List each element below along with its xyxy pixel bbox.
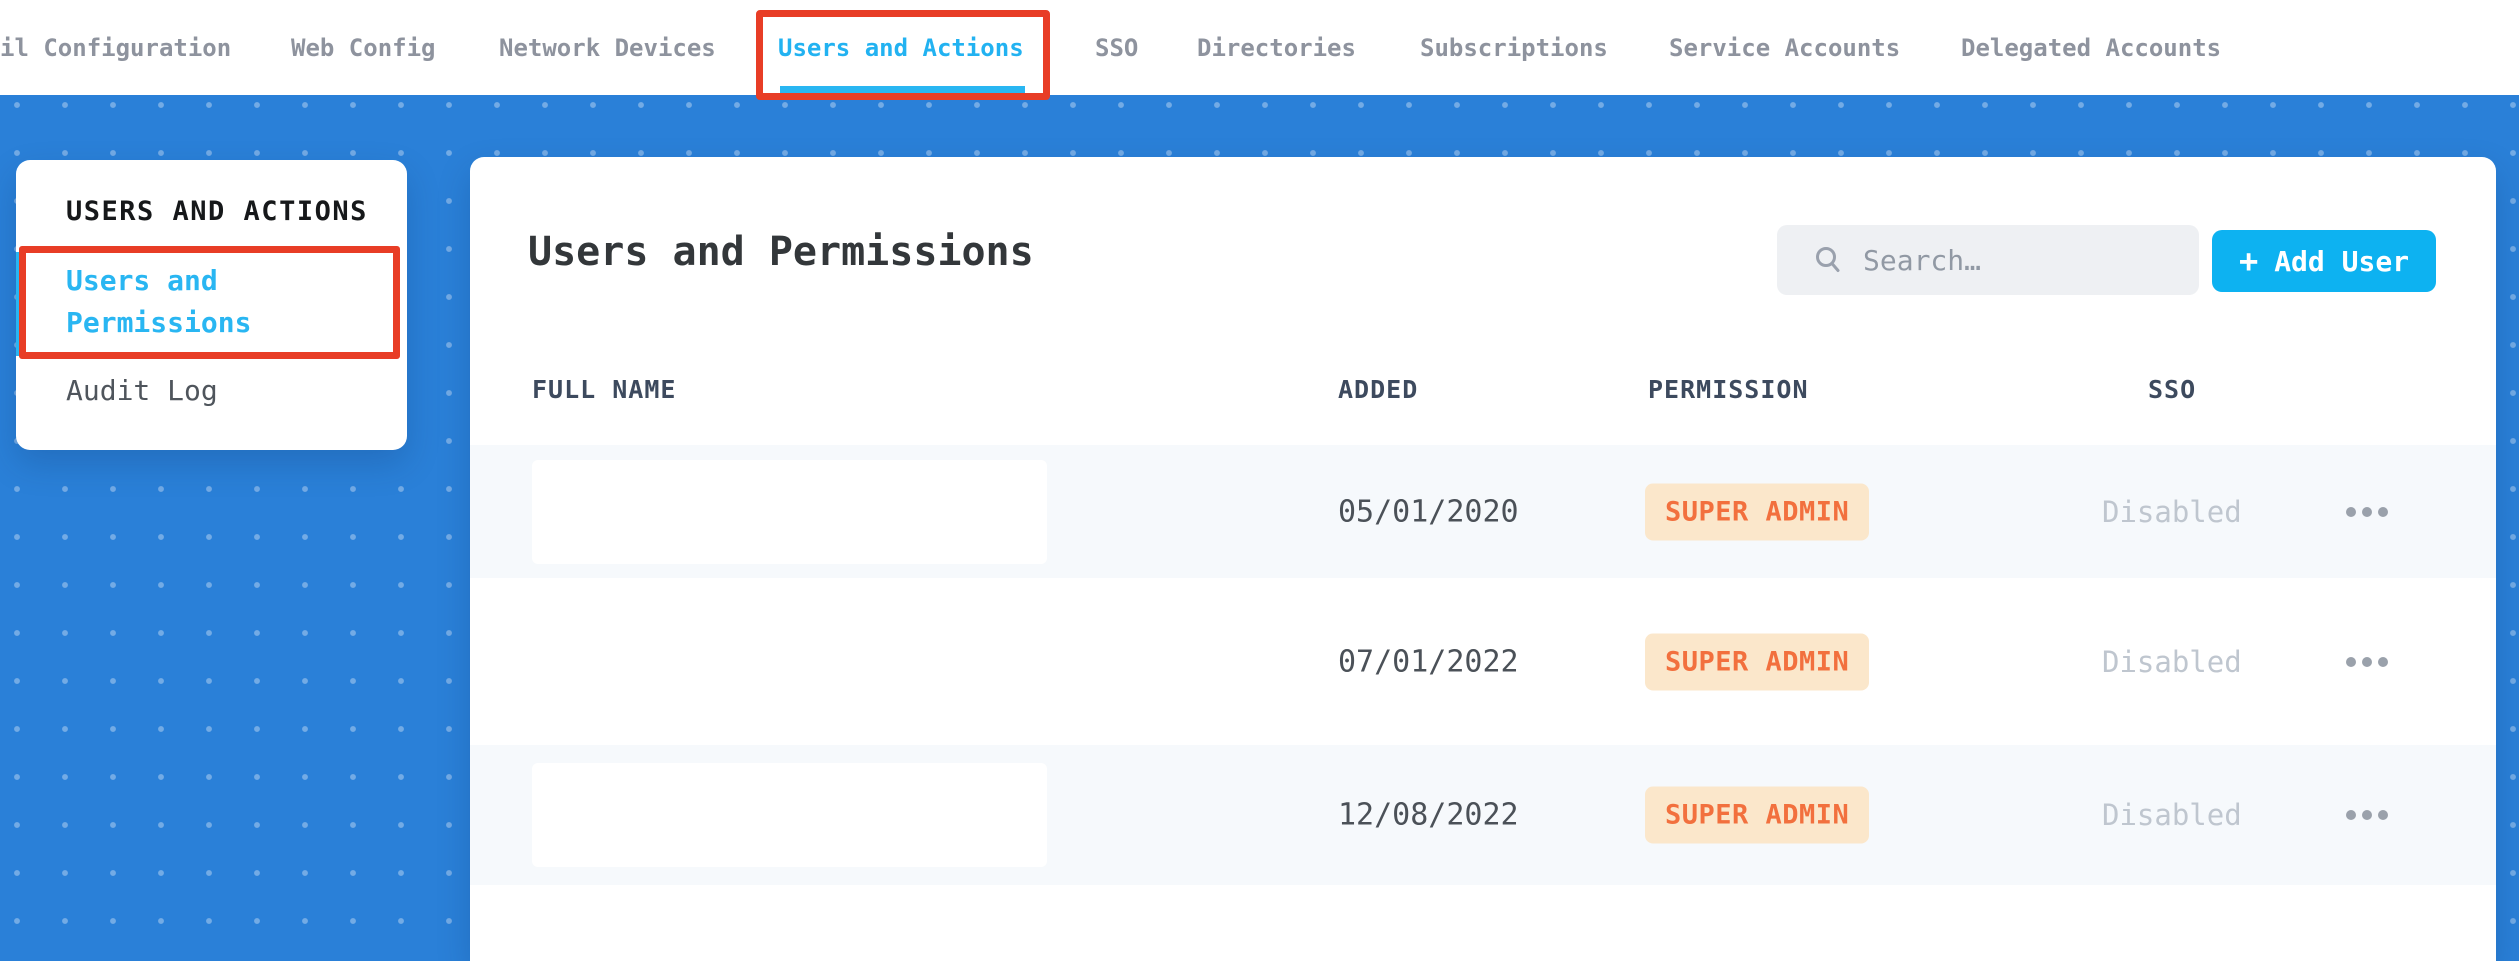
- active-tab-underline: [780, 86, 1025, 95]
- tab-users-and-actions[interactable]: Users and Actions: [778, 0, 1024, 95]
- added-cell: 05/01/2020: [1338, 494, 1519, 529]
- column-header-added: ADDED: [1338, 375, 1419, 404]
- tab-label: Subscriptions: [1420, 33, 1608, 62]
- tab-sso[interactable]: SSO: [1095, 0, 1138, 95]
- active-item-indicator: [16, 252, 23, 356]
- column-header-sso: SSO: [2148, 375, 2197, 404]
- plus-icon: +: [2238, 242, 2259, 280]
- column-header-full-name: FULL NAME: [532, 375, 677, 404]
- sidebar-item-users-and-permissions[interactable]: Users and Permissions: [66, 260, 296, 344]
- table-row: 12/08/2022 SUPER ADMIN Disabled: [470, 745, 2496, 885]
- tab-label: Web Config: [291, 33, 436, 62]
- tab-label: Directories: [1197, 33, 1356, 62]
- sso-status: Disabled: [2102, 798, 2242, 832]
- row-actions-ellipsis-icon[interactable]: [2346, 656, 2388, 667]
- tab-label: Delegated Accounts: [1961, 33, 2222, 62]
- add-user-button[interactable]: + Add User: [2212, 230, 2436, 292]
- page-title: Users and Permissions: [528, 229, 1034, 275]
- tab-delegated-accounts[interactable]: Delegated Accounts: [1961, 0, 2221, 95]
- row-actions-ellipsis-icon[interactable]: [2346, 810, 2388, 820]
- tab-label: Network Devices: [499, 33, 716, 62]
- sidebar-card: USERS AND ACTIONS Users and Permissions …: [16, 160, 407, 450]
- tab-label: Users and Actions: [778, 33, 1024, 62]
- sidebar-item-label: Users and Permissions: [66, 264, 252, 339]
- tab-web-config[interactable]: Web Config: [291, 0, 436, 95]
- search-box[interactable]: [1777, 225, 2199, 295]
- full-name-cell: [532, 459, 1047, 564]
- top-nav: il Configuration Web Config Network Devi…: [0, 0, 2519, 100]
- added-cell: 07/01/2022: [1338, 644, 1519, 679]
- search-input[interactable]: [1863, 243, 2175, 277]
- add-user-label: Add User: [2274, 244, 2410, 278]
- permission-badge: SUPER ADMIN: [1645, 483, 1870, 540]
- tab-label: il Configuration: [0, 33, 232, 62]
- sso-status: Disabled: [2102, 644, 2242, 679]
- tab-label: Service Accounts: [1669, 33, 1901, 62]
- full-name-cell: [532, 763, 1047, 867]
- search-icon: [1816, 247, 1840, 272]
- page-background: USERS AND ACTIONS Users and Permissions …: [0, 95, 2519, 961]
- permission-badge: SUPER ADMIN: [1645, 786, 1870, 844]
- sidebar-item-audit-log[interactable]: Audit Log: [66, 374, 218, 407]
- tab-directories[interactable]: Directories: [1197, 0, 1356, 95]
- tab-network-devices[interactable]: Network Devices: [499, 0, 716, 95]
- tab-label: SSO: [1095, 33, 1139, 62]
- sidebar-heading: USERS AND ACTIONS: [66, 196, 368, 227]
- tab-service-accounts[interactable]: Service Accounts: [1669, 0, 1900, 95]
- added-cell: 12/08/2022: [1338, 797, 1519, 833]
- full-name-cell: [532, 609, 1047, 714]
- tab-configuration[interactable]: il Configuration: [0, 0, 231, 95]
- column-header-permission: PERMISSION: [1648, 375, 1809, 404]
- row-actions-ellipsis-icon[interactable]: [2346, 506, 2388, 517]
- sso-status: Disabled: [2102, 494, 2242, 529]
- table-row: 07/01/2022 SUPER ADMIN Disabled: [470, 578, 2496, 745]
- users-permissions-panel: Users and Permissions + Add User FULL NA…: [470, 157, 2496, 961]
- sidebar-item-label: Audit Log: [66, 374, 218, 407]
- permission-badge: SUPER ADMIN: [1645, 633, 1870, 690]
- table-row: 05/01/2020 SUPER ADMIN Disabled: [470, 445, 2496, 578]
- tab-subscriptions[interactable]: Subscriptions: [1420, 0, 1608, 95]
